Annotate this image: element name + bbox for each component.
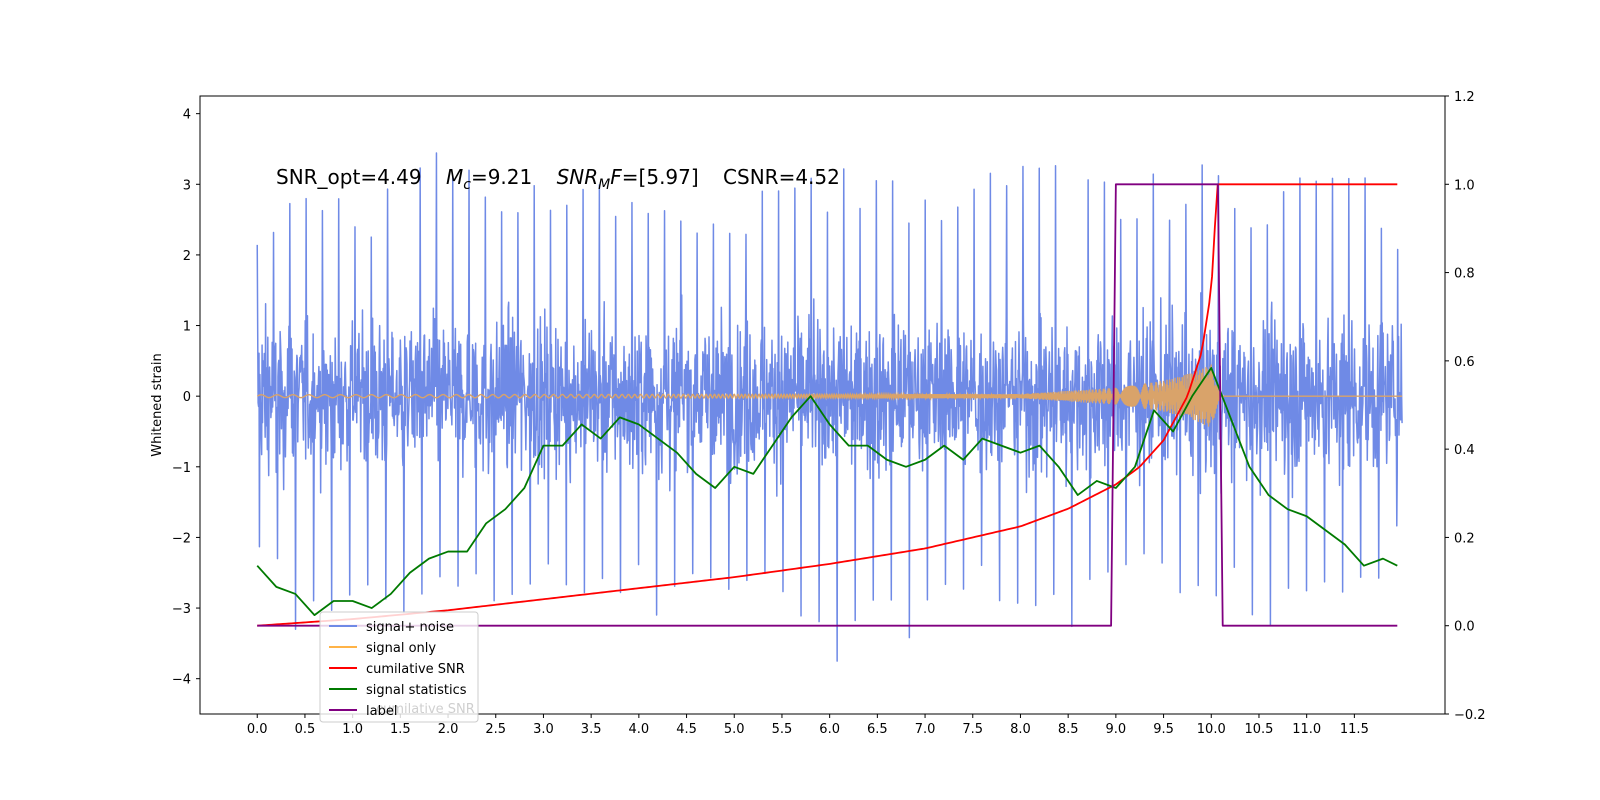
x-tick-label: 11.5 — [1340, 722, 1369, 737]
y-tick-label: 4 — [183, 108, 191, 123]
x-tick-label: 0.5 — [295, 722, 316, 737]
series-signal-statistics — [256, 367, 1398, 617]
legend-label: signal only — [366, 641, 436, 656]
y2-tick-label: 0.6 — [1454, 355, 1475, 370]
x-tick-label: 9.5 — [1153, 722, 1174, 737]
y-tick-label: −3 — [172, 602, 191, 617]
plot-frame — [199, 95, 1446, 715]
x-tick-label: 3.5 — [581, 722, 602, 737]
y-tick-label: 0 — [183, 390, 191, 405]
y-tick-label: 3 — [183, 178, 191, 193]
series-signal-only — [256, 364, 1403, 427]
series-cumilative-snr — [257, 183, 1398, 627]
x-tick-label: 5.5 — [772, 722, 793, 737]
y2-tick-label: 0.2 — [1454, 531, 1475, 546]
y-tick-label: −2 — [172, 531, 191, 546]
legend: cumilative SNR signal+ noise signal only c… — [319, 611, 479, 723]
x-tick-label: 7.0 — [915, 722, 936, 737]
y2-tick-label: 0.0 — [1454, 620, 1475, 635]
y2-tick-label: −0.2 — [1454, 708, 1486, 723]
y-tick-label: 1 — [183, 320, 191, 335]
series-signal-plus-noise — [256, 152, 1403, 662]
legend-ghost-text: cumilative SNR — [376, 702, 475, 717]
y2-tick-label: 1.0 — [1454, 178, 1475, 193]
snr-opt-text: SNR_opt=4.49 — [276, 165, 422, 189]
x-tick-label: 1.0 — [342, 722, 363, 737]
x-tick-label: 2.0 — [438, 722, 459, 737]
y-tick-label: 2 — [183, 249, 191, 264]
y2-tick-label: 0.8 — [1454, 267, 1475, 282]
x-tick-label: 4.5 — [676, 722, 697, 737]
annotation: SNR_opt=4.49 Mc=9.21 SNRMF=[5.97] CSNR=4… — [276, 165, 840, 193]
x-tick-label: 5.0 — [724, 722, 745, 737]
snrmf-value: =[5.97] — [622, 165, 699, 189]
x-tick-label: 11.0 — [1292, 722, 1321, 737]
x-tick-label: 6.0 — [819, 722, 840, 737]
legend-box — [319, 611, 479, 723]
y2-tick-label: 1.2 — [1454, 90, 1475, 105]
x-tick-label: 10.5 — [1244, 722, 1273, 737]
y-axis-label: Whitened strain — [150, 353, 165, 456]
x-tick-label: 4.0 — [629, 722, 650, 737]
axes: 0.0 0.5 1.0 1.5 2.0 2.5 3.0 3.5 4.0 4.5 5.0 5.5 6.0 6… — [172, 90, 1486, 737]
x-tick-label: 1.5 — [390, 722, 411, 737]
series-label — [257, 183, 1398, 627]
x-tick-label: 10.0 — [1197, 722, 1226, 737]
legend-label: label — [366, 704, 397, 719]
x-tick-label: 0.0 — [247, 722, 268, 737]
signal-only-series — [256, 364, 1403, 427]
mc-value: =9.21 — [471, 165, 532, 189]
legend-label: signal statistics — [366, 683, 467, 698]
y2-tick-label: 0.4 — [1454, 443, 1475, 458]
x-tick-label: 6.5 — [867, 722, 888, 737]
x-tick-label: 8.5 — [1058, 722, 1079, 737]
line-series — [256, 183, 1398, 627]
x-tick-label: 8.0 — [1010, 722, 1031, 737]
legend-label: cumilative SNR — [366, 662, 465, 677]
csnr-text: CSNR=4.52 — [723, 165, 840, 189]
x-tick-label: 7.5 — [962, 722, 983, 737]
x-tick-label: 9.0 — [1106, 722, 1127, 737]
legend-label: signal+ noise — [366, 620, 454, 635]
y-tick-label: −4 — [172, 673, 191, 688]
y-tick-label: −1 — [172, 461, 191, 476]
x-tick-label: 3.0 — [533, 722, 554, 737]
x-tick-label: 2.5 — [485, 722, 506, 737]
noise-series — [256, 152, 1403, 662]
